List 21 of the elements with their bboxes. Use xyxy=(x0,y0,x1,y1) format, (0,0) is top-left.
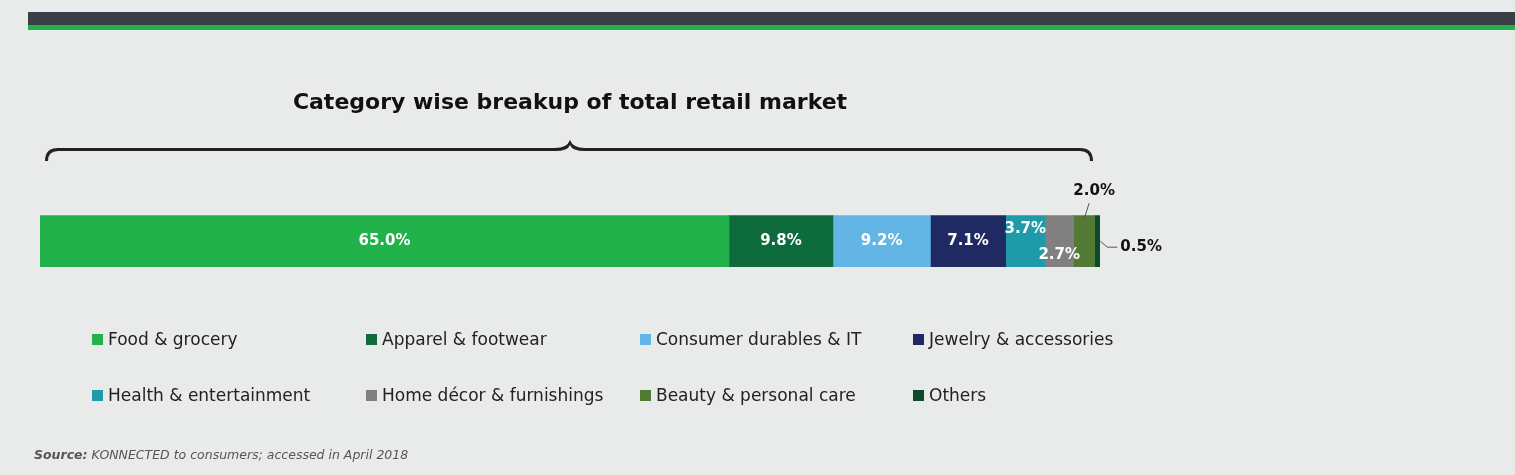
legend-label: Others xyxy=(929,385,987,405)
legend-label: Health & entertainment xyxy=(108,385,311,405)
data-label: 9.2% xyxy=(860,231,903,250)
legend-label: Jewelry & accessories xyxy=(929,329,1114,349)
legend-label: Consumer durables & IT xyxy=(656,329,862,349)
data-label: 2.0% xyxy=(1073,181,1115,200)
data-label: 7.1% xyxy=(947,231,989,250)
data-label: 3.7% xyxy=(1004,219,1047,238)
bar xyxy=(40,215,730,268)
bar xyxy=(832,215,931,268)
chart-title: Category wise breakup of total retail market xyxy=(292,88,848,114)
bar xyxy=(728,215,834,268)
source-note: Source: KONNECTED to consumers; accessed in April 2018 xyxy=(34,447,409,462)
bar xyxy=(930,215,1006,268)
legend-label: Beauty & personal care xyxy=(656,385,856,405)
data-label: 9.8% xyxy=(760,231,802,250)
data-label: 65.0% xyxy=(358,231,411,250)
data-label: 0.5% xyxy=(1120,237,1162,256)
legend-label: Apparel & footwear xyxy=(382,329,547,349)
legend-label: Home décor & furnishings xyxy=(382,385,604,405)
legend-label: Food & grocery xyxy=(108,329,238,349)
